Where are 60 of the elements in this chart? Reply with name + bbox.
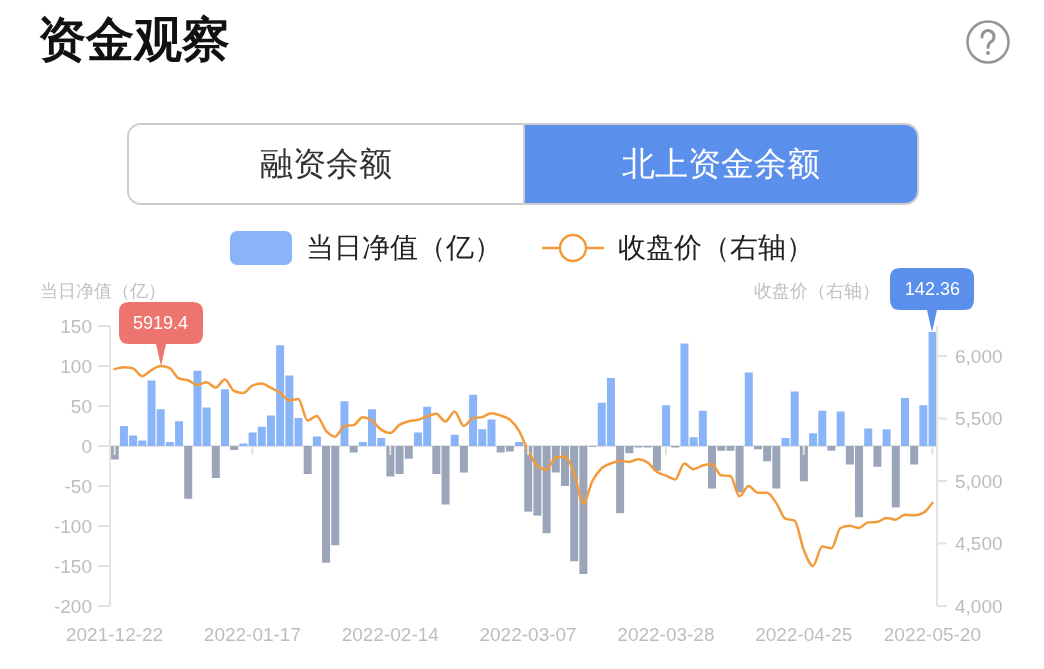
bar bbox=[919, 405, 928, 446]
bar bbox=[221, 389, 229, 446]
x-tick-label: 2021-12-22 bbox=[65, 623, 164, 645]
y-tick-label: -200 bbox=[53, 595, 92, 617]
bar bbox=[910, 446, 919, 465]
y-tick-label: -50 bbox=[64, 475, 92, 497]
bar bbox=[432, 446, 441, 474]
x-tick-label: 2022-05-20 bbox=[883, 623, 982, 645]
y2-tick-label: 6,000 bbox=[955, 345, 1003, 367]
x-tick-label: 2022-02-14 bbox=[341, 623, 440, 645]
bar bbox=[873, 446, 882, 467]
bar bbox=[349, 446, 358, 453]
y-tick-label: 50 bbox=[70, 395, 92, 417]
y-tick-label: -100 bbox=[53, 515, 92, 537]
y2-tick-label: 4,500 bbox=[955, 533, 1003, 555]
bar bbox=[230, 446, 239, 450]
bar bbox=[312, 436, 321, 446]
x-tick-label: 2022-03-28 bbox=[617, 623, 715, 645]
bar bbox=[340, 401, 349, 446]
bar bbox=[882, 429, 891, 446]
bar bbox=[891, 446, 900, 508]
bar bbox=[900, 398, 909, 446]
bar bbox=[211, 446, 220, 478]
y2-tick-label: 5,500 bbox=[955, 408, 1003, 430]
bar bbox=[744, 372, 753, 446]
bar bbox=[735, 446, 744, 493]
legend-label: 收盘价（右轴） bbox=[618, 232, 814, 263]
bar bbox=[827, 446, 836, 451]
y2-tick-label: 4,000 bbox=[955, 595, 1003, 617]
legend-label: 当日净值（亿） bbox=[306, 232, 502, 263]
bar bbox=[799, 446, 808, 482]
bar bbox=[386, 446, 395, 477]
annotation: 142.36 bbox=[904, 278, 960, 300]
y2-tick-label: 5,000 bbox=[955, 470, 1003, 492]
bar bbox=[441, 446, 450, 505]
annotation: 5919.4 bbox=[133, 312, 189, 334]
bar bbox=[303, 446, 312, 474]
bar bbox=[294, 418, 303, 446]
y-tick-label: -150 bbox=[53, 555, 92, 577]
x-tick-label: 2022-04-25 bbox=[755, 623, 853, 645]
chart-title: 资金观察 bbox=[38, 13, 230, 66]
y-tick-label: 150 bbox=[60, 315, 92, 337]
line-series bbox=[113, 364, 934, 568]
bar bbox=[680, 343, 689, 446]
bar bbox=[515, 442, 524, 446]
bar bbox=[193, 370, 202, 446]
bar bbox=[662, 405, 671, 446]
x-tick-label: 2022-01-17 bbox=[203, 623, 302, 645]
y-tick-label: 100 bbox=[60, 355, 92, 377]
y2-axis-title: 收盘价（右轴） bbox=[754, 281, 880, 301]
y-axis-title: 当日净值（亿） bbox=[40, 281, 166, 301]
bar bbox=[184, 446, 193, 499]
bar bbox=[202, 407, 211, 446]
tab-button: 北上资金余额 bbox=[523, 125, 917, 203]
y-tick-label: 0 bbox=[81, 435, 92, 457]
bar bbox=[836, 411, 845, 446]
x-tick-label: 2022-03-07 bbox=[479, 623, 577, 645]
bar bbox=[450, 434, 459, 446]
bar bbox=[864, 428, 873, 446]
bar bbox=[459, 446, 468, 473]
